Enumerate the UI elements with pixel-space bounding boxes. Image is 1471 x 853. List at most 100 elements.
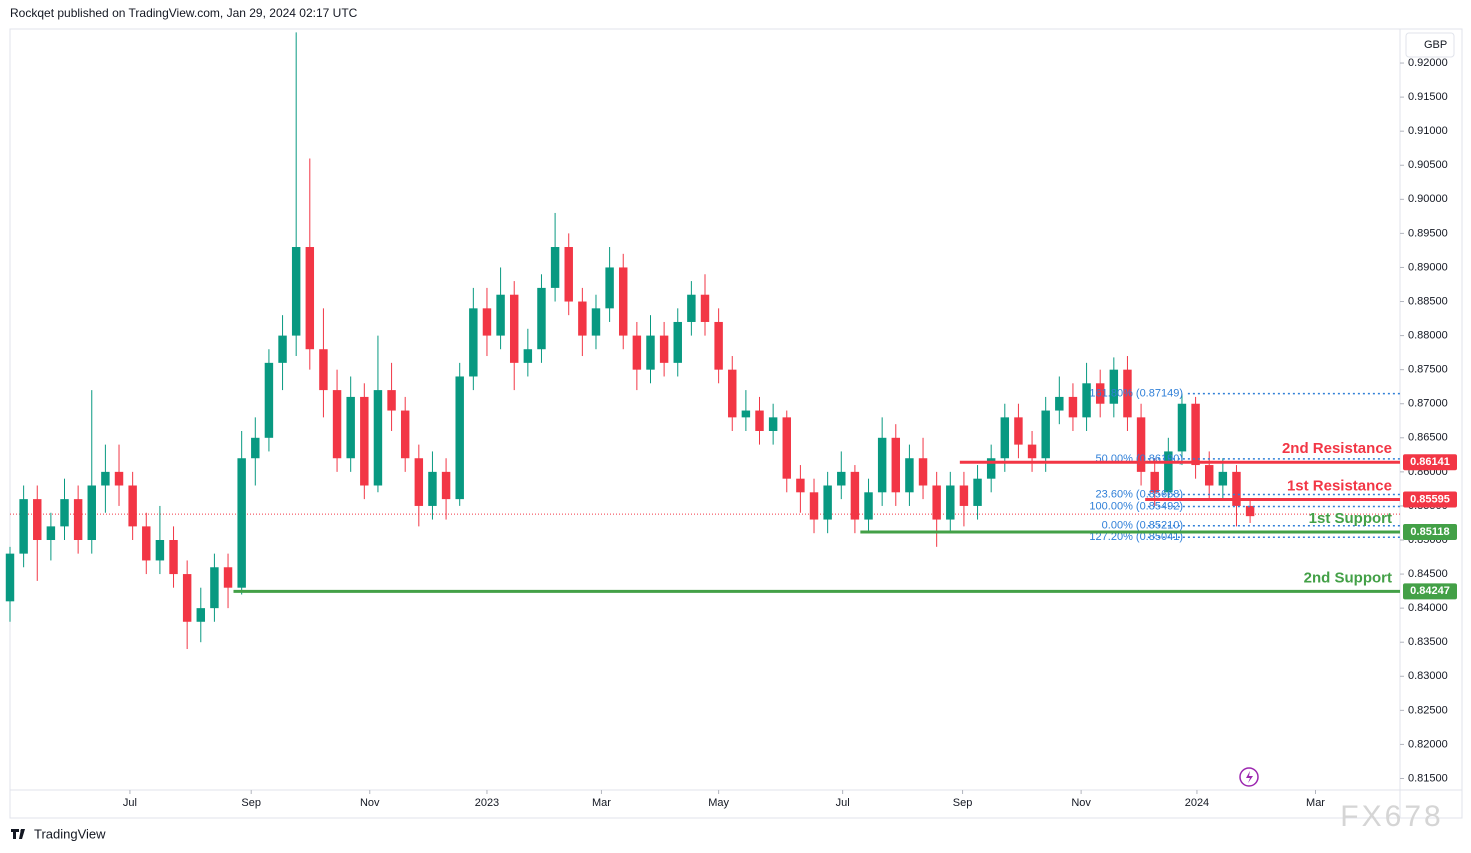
level-badge <box>1403 491 1457 508</box>
candle-body <box>291 247 301 336</box>
candle-body <box>673 321 682 363</box>
level-badge <box>1403 523 1457 540</box>
candle-body <box>619 267 628 336</box>
candle-body <box>905 458 914 493</box>
y-tick-label: 0.83000 <box>1408 670 1448 682</box>
candle-body <box>332 390 342 459</box>
candle-body <box>414 458 424 506</box>
level-name: 2nd Resistance <box>1282 440 1392 457</box>
candle-body <box>796 478 805 493</box>
candle-body <box>1204 465 1214 486</box>
candle-body <box>237 458 246 588</box>
candle-body <box>428 471 437 506</box>
candle-body <box>1164 451 1173 493</box>
candle-body <box>1177 403 1187 452</box>
candle-body <box>564 247 573 302</box>
candle-body <box>741 410 751 418</box>
y-tick-label: 0.90500 <box>1408 159 1448 171</box>
candle-body <box>482 308 492 336</box>
y-tick-label: 0.89500 <box>1408 227 1448 239</box>
candle-body <box>101 471 110 486</box>
candle-body <box>360 396 369 486</box>
y-tick-label: 0.88500 <box>1408 295 1448 307</box>
candle-body <box>973 478 982 506</box>
y-tick-label: 0.84000 <box>1408 602 1448 614</box>
candle-body <box>1027 444 1037 459</box>
candle-body <box>400 410 410 459</box>
candle-body <box>128 485 137 527</box>
candle-body <box>114 471 124 486</box>
candle-body <box>632 335 642 370</box>
candle-body <box>646 335 655 370</box>
candle-body <box>469 308 478 377</box>
level-price: 0.85595 <box>1410 493 1450 505</box>
candle-body <box>87 485 96 541</box>
candle-body <box>537 287 546 350</box>
y-tick-label: 0.92000 <box>1408 57 1448 69</box>
logo <box>11 829 25 839</box>
candle-body <box>373 390 383 486</box>
x-tick-label: 2024 <box>1185 797 1209 809</box>
candle-body <box>891 437 901 493</box>
candle-body <box>1068 396 1078 418</box>
candle-body <box>864 492 873 520</box>
candle-body <box>1150 471 1159 493</box>
candle-body <box>877 437 887 493</box>
x-tick-label: Nov <box>1071 797 1091 809</box>
y-tick-label: 0.87000 <box>1408 398 1448 410</box>
candle-body <box>1014 417 1023 445</box>
header: Rockqet published on TradingView.com, Ja… <box>10 6 358 20</box>
fib-label: 0.00% (0.85210) <box>1102 520 1183 532</box>
watermark: FX678 <box>1340 800 1443 833</box>
candle-body <box>1041 410 1050 459</box>
footer-brand: TradingView <box>34 826 106 841</box>
candle-body <box>932 485 941 520</box>
y-tick-label: 0.86500 <box>1408 432 1448 444</box>
x-tick-label: Sep <box>953 797 973 809</box>
frame <box>9 28 1463 819</box>
candle-body <box>1055 396 1064 411</box>
y-tick-label: 0.84500 <box>1408 568 1448 580</box>
x-tick-label: Jul <box>123 797 137 809</box>
fib-label: 127.20% (0.85041) <box>1089 531 1183 543</box>
candle-body <box>251 437 260 459</box>
candle-body <box>33 499 42 541</box>
x-tick-label: Sep <box>241 797 261 809</box>
candle-body <box>700 294 710 322</box>
y-tick-label: 0.81500 <box>1408 772 1448 784</box>
level-name: 1st Support <box>1309 510 1392 527</box>
candle-body <box>809 492 819 520</box>
candle-body <box>19 499 28 554</box>
y-tick-label: 0.82000 <box>1408 738 1448 750</box>
candle-body <box>918 458 928 486</box>
candle-body <box>1109 369 1119 404</box>
y-tick-label: 0.83500 <box>1408 636 1448 648</box>
level-price: 0.85118 <box>1410 526 1449 538</box>
lightning-icon <box>1239 767 1259 787</box>
y-tick-label: 0.88000 <box>1408 330 1448 342</box>
x-tick-label: May <box>708 797 729 809</box>
candle-body <box>1232 471 1241 506</box>
candle-body <box>1218 471 1228 486</box>
candle-body <box>1191 403 1200 466</box>
candle-body <box>387 390 396 411</box>
candle-body <box>605 267 614 309</box>
x-tick-label: Mar <box>1306 797 1325 809</box>
candle-body <box>837 471 846 486</box>
level-badge <box>1403 583 1457 600</box>
currency-box[interactable] <box>1405 32 1455 58</box>
y-tick-label: 0.90000 <box>1408 193 1448 205</box>
candle-body <box>319 349 328 391</box>
candle-body <box>755 410 764 431</box>
candle-body <box>210 567 219 609</box>
level-name: 1st Resistance <box>1287 477 1392 494</box>
candle-body <box>986 458 996 479</box>
fib-label: 100.00% (0.85492) <box>1089 500 1183 512</box>
candle-body <box>264 362 274 438</box>
candle-body <box>169 540 178 575</box>
x-tick-label: Mar <box>592 797 611 809</box>
candle-body <box>687 294 696 322</box>
candle-body <box>1095 383 1105 404</box>
candle-body <box>155 540 165 561</box>
